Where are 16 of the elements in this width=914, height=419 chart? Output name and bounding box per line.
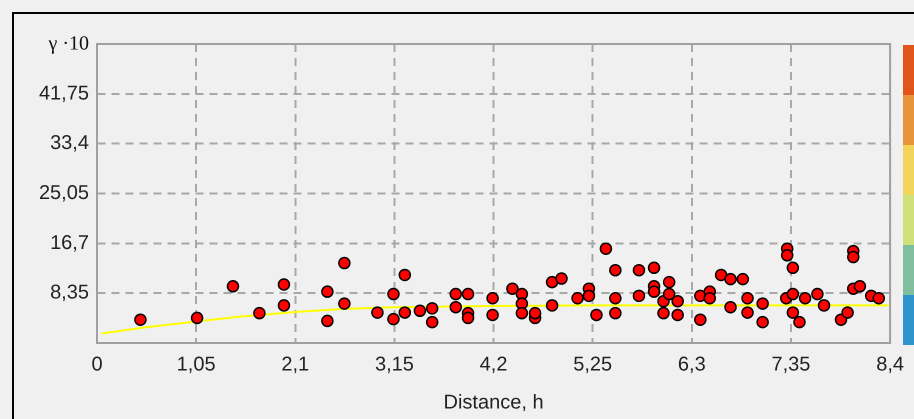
x-tick-label: 0 — [91, 354, 103, 376]
y-tick-label: 8,35 — [50, 282, 89, 304]
y-axis-title: γ ·10 — [48, 32, 89, 54]
x-tick-label: 4,2 — [480, 354, 508, 376]
y-tick-label: 33,4 — [50, 132, 89, 154]
y-tick-label: 41,75 — [38, 82, 89, 104]
x-tick-label: 7,35 — [771, 354, 810, 376]
x-axis-title: Distance, h — [444, 392, 544, 414]
x-tick-label: 1,05 — [176, 354, 216, 376]
x-tick-label: 5,25 — [573, 354, 612, 376]
x-tick-label: 6,3 — [678, 354, 706, 376]
x-tick-label: 3,15 — [374, 354, 414, 376]
y-tick-label: 16,7 — [50, 232, 89, 254]
x-tick-label: 2,1 — [281, 354, 310, 376]
x-tick-label: 8,4 — [876, 354, 904, 376]
y-tick-label: 25,05 — [38, 182, 89, 204]
